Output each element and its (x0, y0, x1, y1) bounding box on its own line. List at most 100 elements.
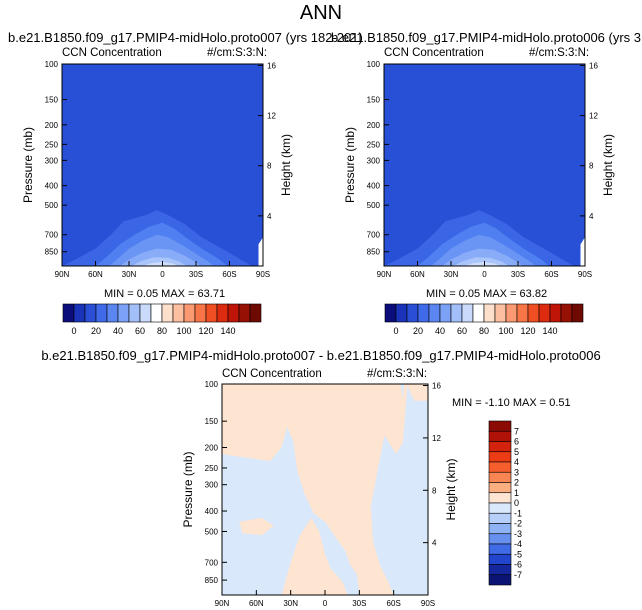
colorbar-swatch (488, 482, 512, 494)
colorbar-label: 100 (176, 326, 191, 336)
colorbar-label: 0 (71, 326, 76, 336)
colorbar-label: 20 (413, 326, 423, 336)
colorbar-swatch (417, 303, 430, 323)
colorbar-swatch (194, 303, 207, 323)
colorbar-label: -2 (514, 519, 522, 529)
colorbar-swatch (128, 303, 141, 323)
colorbar-swatch (450, 303, 463, 323)
y2-tick-label: 12 (267, 112, 276, 121)
x-tick-label: 90N (377, 270, 392, 279)
colorbar-label: 0 (514, 498, 519, 508)
panel-3-title: b.e21.B1850.f09_g17.PMIP4-midHolo.proto0… (41, 348, 601, 363)
colorbar-swatch (95, 303, 108, 323)
y-tick-label: 500 (367, 201, 381, 210)
x-tick-label: 30N (122, 270, 137, 279)
colorbar-swatch (488, 430, 512, 442)
panel-2-plot: 100 150 200 250 300 400 500 700 850 90N 60N 30N 0 30S… (343, 60, 615, 279)
colorbar-label: 80 (157, 326, 167, 336)
colorbar-swatch (488, 451, 512, 463)
panel-2-stats: MIN = 0.05 MAX = 63.82 (426, 288, 548, 300)
panel-3-left-label: CCN Concentration (222, 368, 322, 380)
colorbar-label: 2 (514, 478, 519, 488)
y-tick-label: 500 (205, 527, 219, 536)
colorbar-swatch (571, 303, 584, 323)
y-tick-label: 850 (205, 576, 219, 585)
x-tick-label: 60S (387, 599, 401, 608)
panel-3-right-label: #/cm:S:3:N: (367, 368, 428, 380)
y-tick-label: 400 (45, 182, 59, 191)
x-tick-label: 60N (249, 599, 264, 608)
colorbar-swatch (488, 502, 512, 514)
y-tick-label: 700 (45, 231, 59, 240)
y-tick-label: 100 (45, 60, 59, 69)
x-tick-label: 30N (283, 599, 298, 608)
colorbar-label: 100 (498, 326, 513, 336)
y2-tick-label: 12 (589, 112, 598, 121)
contour-negative-region-2 (370, 385, 428, 595)
contour-band-6 (142, 262, 179, 266)
colorbar-swatch (439, 303, 452, 323)
panel-2-left-label: CCN Concentration (384, 47, 484, 59)
x-tick-label: 60N (88, 270, 103, 279)
panel-1-right-label: #/cm:S:3:N: (207, 47, 268, 59)
colorbar-label: 4 (514, 457, 519, 467)
colorbar-label: -4 (514, 539, 522, 549)
colorbar-label: 80 (479, 326, 489, 336)
y2-tick-label: 16 (589, 61, 598, 70)
colorbar-swatch (488, 492, 512, 504)
y2-tick-label: 4 (267, 212, 272, 221)
colorbar-swatch (488, 574, 512, 586)
colorbar-swatch (488, 441, 512, 453)
x-tick-label: 0 (160, 270, 165, 279)
y2-tick-label: 4 (432, 539, 437, 548)
colorbar-swatch (488, 553, 512, 565)
colorbar-swatch (488, 420, 512, 432)
y2-axis-title: Height (km) (444, 458, 458, 520)
colorbar-swatch (73, 303, 86, 323)
y-tick-label: 150 (367, 96, 381, 105)
colorbar-label: 120 (198, 326, 213, 336)
colorbar-label: 20 (91, 326, 101, 336)
colorbar-label: 6 (514, 437, 519, 447)
colorbar-swatch (538, 303, 551, 323)
y2-tick-label: 8 (267, 162, 272, 171)
axis-ticks: 100 150 200 250 300 400 500 700 850 90N 60N 30N 0 30S… (45, 60, 277, 279)
y-tick-label: 200 (367, 121, 381, 130)
x-tick-label: 90S (578, 270, 592, 279)
y-axis-title: Pressure (mb) (181, 451, 195, 527)
colorbar-swatch (84, 303, 97, 323)
contour-positive-region-1 (281, 517, 348, 595)
y-tick-label: 100 (367, 60, 381, 69)
y-tick-label: 200 (205, 444, 219, 453)
colorbar-swatch (428, 303, 441, 323)
y2-tick-label: 4 (589, 212, 594, 221)
colorbar-swatch (183, 303, 196, 323)
y-tick-label: 300 (45, 156, 59, 165)
y-tick-label: 850 (367, 248, 381, 257)
colorbar-label: -6 (514, 560, 522, 570)
panel-1-title: b.e21.B1850.f09_g17.PMIP4-midHolo.proto0… (8, 30, 363, 45)
y2-tick-label: 8 (589, 162, 594, 171)
x-tick-label: 90N (215, 599, 230, 608)
colorbar-swatch (161, 303, 174, 323)
colorbar-swatch (505, 303, 518, 323)
y-tick-label: 850 (45, 248, 59, 257)
colorbar-swatch (488, 533, 512, 545)
colorbar-swatch (406, 303, 419, 323)
axis-ticks: 100 150 200 250 300 400 500 700 850 90N 60N 30N 0 30S… (367, 60, 599, 279)
colorbar-label: 1 (514, 488, 519, 498)
colorbar-swatch (472, 303, 485, 323)
y2-tick-label: 12 (432, 434, 441, 443)
axis-ticks: 100 150 200 250 300 400 500 700 850 90N 60N 30N 0 30S… (205, 380, 442, 608)
x-tick-label: 30S (352, 599, 366, 608)
colorbar-swatch (461, 303, 474, 323)
contour-field (62, 64, 263, 266)
x-tick-label: 60S (222, 270, 236, 279)
missing-data-region (258, 237, 263, 266)
y-tick-label: 250 (205, 464, 219, 473)
colorbar-swatch (549, 303, 562, 323)
panel-1-left-label: CCN Concentration (62, 47, 162, 59)
page-title: ANN (299, 2, 343, 24)
colorbar-swatch (560, 303, 573, 323)
colorbar-swatch (488, 543, 512, 555)
